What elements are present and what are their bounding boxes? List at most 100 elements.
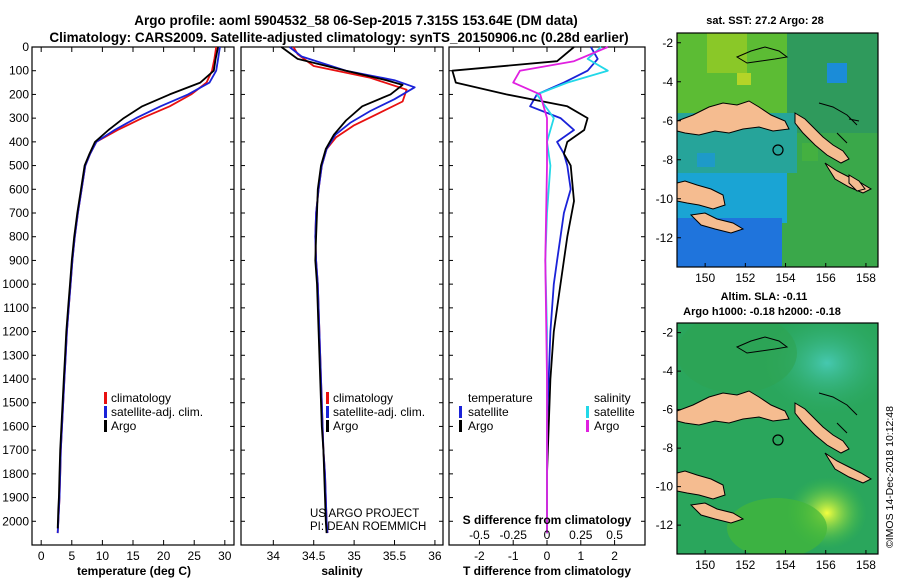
salinity-x-label: salinity [321, 564, 363, 578]
depth-tick-label: 500 [9, 159, 29, 173]
lat-tick-label: -2 [662, 36, 673, 50]
legend-label-s-argo: Argo [594, 419, 620, 433]
lat-tick-label: -4 [662, 364, 673, 378]
series-line-argo [280, 46, 404, 534]
legend-title-temperature: temperature [468, 391, 533, 405]
x-tick-label: 36 [428, 549, 442, 563]
lon-tick-label: 152 [735, 271, 755, 285]
series-line-argo [56, 46, 219, 529]
sla-map-image [677, 323, 878, 554]
temperature-x-label: temperature (deg C) [77, 564, 191, 578]
legend-swatch-s-satellite [586, 406, 589, 418]
lat-tick-label: -12 [656, 518, 674, 532]
depth-tick-label: 1600 [2, 419, 29, 433]
x-tick-label: 34.5 [302, 549, 326, 563]
depth-tick-label: 1200 [2, 325, 29, 339]
legend-label-climatology: climatology [111, 391, 171, 405]
lon-tick-label: 156 [816, 271, 836, 285]
legend-label-argo: Argo [111, 419, 137, 433]
legend-swatch-climatology [104, 392, 107, 404]
lon-tick-label: 154 [776, 558, 796, 572]
lon-tick-label: 150 [695, 558, 715, 572]
x-tick-label: 35 [347, 549, 361, 563]
lat-tick-label: -6 [662, 114, 673, 128]
legend-label-satellite: satellite-adj. clim. [111, 405, 203, 419]
depth-tick-label: 1800 [2, 467, 29, 481]
depth-tick-label: 800 [9, 230, 29, 244]
legend-swatch-climatology [326, 392, 329, 404]
depth-tick-label: 900 [9, 253, 29, 267]
sla-map-frame [676, 322, 879, 555]
t-difference-x-label: T difference from climatology [463, 564, 631, 578]
lon-tick-label: 150 [695, 271, 715, 285]
header-line-2: Climatology: CARS2009. Satellite-adjuste… [49, 30, 628, 45]
us-argo-project-note: US ARGO PROJECT [310, 508, 419, 520]
depth-tick-label: 0 [22, 40, 29, 54]
sla-map: Altim. SLA: -0.11 Argo h1000: -0.18 h200… [656, 291, 879, 572]
depth-tick-label: 2000 [2, 514, 29, 528]
legend-swatch-argo [326, 420, 329, 432]
sst-map-image [677, 33, 878, 267]
sla-map-subtitle: Argo h1000: -0.18 h2000: -0.18 [683, 306, 841, 318]
sst-map-title: sat. SST: 27.2 Argo: 28 [706, 15, 824, 27]
legend-swatch-satellite [104, 406, 107, 418]
s-difference-tick-label: 0.25 [569, 528, 593, 542]
depth-tick-label: 1000 [2, 277, 29, 291]
lat-tick-label: -6 [662, 403, 673, 417]
x-tick-label: 15 [126, 549, 140, 563]
x-tick-label: 5 [68, 549, 75, 563]
legend-label-satellite: satellite-adj. clim. [333, 405, 425, 419]
s-difference-label: S difference from climatology [463, 513, 632, 527]
x-tick-label: 30 [218, 549, 232, 563]
x-tick-label: 0 [544, 549, 551, 563]
x-tick-label: 25 [188, 549, 202, 563]
temperature-panel: 0100200300400500600700800900100011001200… [2, 40, 235, 578]
legend-label-s-satellite: satellite [594, 405, 635, 419]
depth-tick-label: 300 [9, 111, 29, 125]
salinity-panel: 34 34.5 35 35.5 36 climatology satellite-adj… [240, 46, 444, 578]
depth-tick-label: 600 [9, 182, 29, 196]
s-difference-tick-label: 0.5 [606, 528, 623, 542]
temperature-legend: climatology satellite-adj. clim. Argo [104, 391, 203, 433]
legend-label-climatology: climatology [333, 391, 393, 405]
lat-tick-label: -8 [662, 441, 673, 455]
lon-tick-label: 158 [856, 271, 876, 285]
legend-swatch-t-argo [459, 420, 462, 432]
s-difference-tick-label: 0 [544, 528, 551, 542]
lon-tick-label: 152 [735, 558, 755, 572]
depth-tick-label: 1100 [3, 301, 29, 315]
salinity-x-axis: 34 34.5 35 35.5 36 [267, 47, 442, 563]
depth-tick-label: 1500 [2, 396, 29, 410]
depth-tick-label: 200 [9, 87, 29, 101]
depth-tick-label: 1700 [2, 443, 29, 457]
x-tick-label: 1 [577, 549, 584, 563]
x-tick-label: -1 [508, 549, 519, 563]
lat-tick-label: -8 [662, 153, 673, 167]
difference-legend: temperature satellite Argo salinity sate… [459, 391, 635, 433]
depth-tick-label: 1300 [2, 348, 29, 362]
x-tick-label: 34 [267, 549, 281, 563]
s-difference-x-axis: -0.5 -0.25 0 0.25 0.5 [469, 528, 623, 542]
x-tick-label: 0 [38, 549, 45, 563]
x-tick-label: 2 [611, 549, 618, 563]
lon-tick-label: 156 [816, 558, 836, 572]
s-difference-tick-label: -0.5 [469, 528, 490, 542]
legend-swatch-t-satellite [459, 406, 462, 418]
lon-tick-label: 158 [856, 558, 876, 572]
legend-swatch-argo [104, 420, 107, 432]
imos-footer: ©IMOS 14-Dec-2018 10:12:48 [884, 406, 896, 548]
temperature-x-axis: 0 5 10 15 20 25 30 [38, 47, 232, 563]
series-line-s-argo [512, 46, 609, 534]
salinity-frame [240, 46, 444, 546]
series-line-climatology [292, 46, 408, 534]
lat-tick-label: -4 [662, 75, 673, 89]
x-tick-label: -2 [474, 549, 485, 563]
lat-tick-label: -10 [656, 480, 674, 494]
legend-label-t-satellite: satellite [468, 405, 509, 419]
lon-tick-label: 154 [776, 271, 796, 285]
legend-label-t-argo: Argo [468, 419, 494, 433]
legend-swatch-s-argo [586, 420, 589, 432]
depth-tick-label: 1400 [2, 372, 29, 386]
depth-tick-label: 1900 [2, 491, 29, 505]
